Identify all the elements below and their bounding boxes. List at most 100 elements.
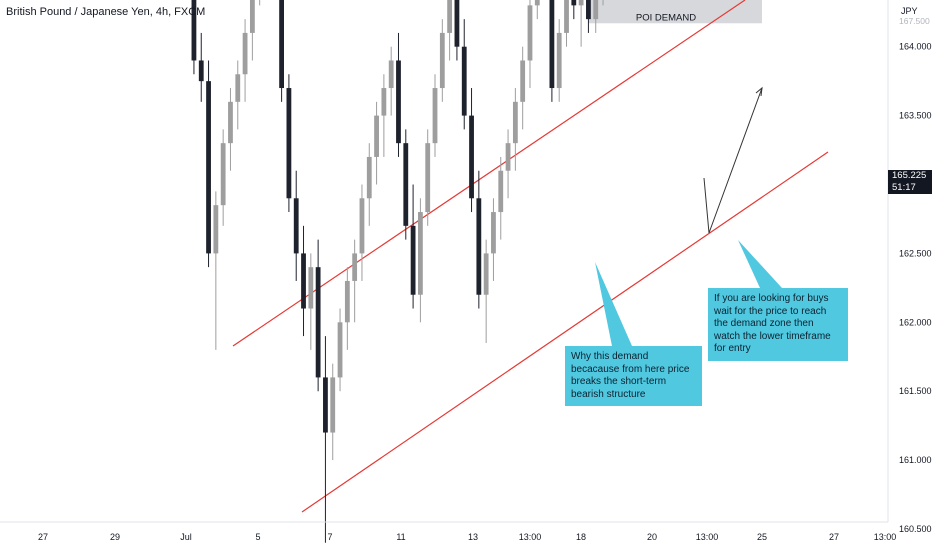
candle-body [388, 60, 394, 89]
last-price-value: 165.225 [892, 170, 927, 181]
candle-body [323, 377, 328, 433]
candle-body [556, 32, 562, 89]
poi-demand-label: POI DEMAND [636, 12, 696, 23]
candle-body [286, 88, 292, 199]
candle [432, 74, 438, 157]
candle-body [359, 198, 365, 254]
candle [388, 46, 394, 116]
candle-body [447, 0, 453, 33]
candle [549, 0, 555, 102]
candle-body [476, 198, 482, 295]
candle [235, 60, 241, 130]
candle [556, 19, 562, 102]
candle-body [366, 156, 372, 199]
candle-body [432, 88, 438, 144]
callout-2-pointer [738, 240, 782, 288]
y-tick-label: 164.000 [899, 42, 932, 52]
candle [259, 0, 261, 6]
candle [323, 336, 328, 543]
x-tick-label: 13 [468, 532, 478, 542]
countdown-value: 51:17 [892, 182, 916, 193]
candle-body [235, 74, 241, 102]
candle-body [527, 5, 533, 61]
projection-arrowhead [755, 86, 763, 97]
x-tick-label: 13:00 [696, 532, 719, 542]
candle [344, 267, 350, 350]
callout-1-pointer [595, 262, 632, 346]
y-tick-label: 167.500 [899, 16, 930, 26]
candle-body [483, 253, 489, 295]
candle-body [505, 143, 511, 171]
candle-body [403, 143, 409, 226]
candle [498, 156, 504, 240]
x-tick-label: 20 [647, 532, 657, 542]
candle [279, 0, 284, 102]
candle [476, 170, 482, 309]
candle [403, 129, 409, 240]
x-tick-label: 7 [327, 532, 332, 542]
candle-body [249, 0, 255, 33]
candle [293, 170, 299, 281]
callout-buy-advice: If you are looking for buys wait for the… [708, 288, 848, 361]
candle [220, 129, 226, 226]
x-tick-label: Jul [180, 532, 192, 542]
candle [228, 88, 233, 171]
last-price-tag: 165.225 51:17 [888, 170, 932, 194]
candle [520, 46, 526, 130]
candle-body [191, 0, 197, 61]
candle-body [242, 32, 248, 75]
candle-body [330, 377, 336, 433]
candle-body [308, 267, 314, 309]
candle-body [293, 198, 299, 254]
candle-body [374, 115, 379, 157]
candle [381, 74, 387, 157]
candle [505, 129, 511, 199]
y-tick-label: 163.500 [899, 111, 932, 121]
candle [198, 32, 204, 102]
candle-body [198, 60, 204, 82]
candle-body [220, 143, 226, 206]
candle [352, 239, 358, 323]
y-tick-label: 162.500 [899, 248, 932, 258]
candle-body [228, 101, 233, 144]
candle [418, 198, 423, 323]
candle-body [425, 143, 431, 213]
candle-body [337, 322, 343, 378]
candle-body [586, 0, 591, 20]
candle [396, 32, 401, 157]
x-tick-label: 27 [829, 532, 839, 542]
candle-body [549, 0, 555, 89]
candle [483, 239, 489, 343]
y-tick-label: 162.000 [899, 317, 932, 327]
candle [374, 101, 379, 185]
candle-body [344, 280, 350, 323]
candle [337, 308, 343, 392]
candle-body [396, 60, 401, 144]
candle [359, 184, 365, 281]
candle-body [352, 253, 358, 281]
candle-body [469, 115, 474, 199]
candle [439, 19, 445, 102]
candle [586, 0, 591, 33]
candle-body [418, 212, 423, 295]
candle [206, 60, 211, 268]
chart-title: British Pound / Japanese Yen, 4h, FXCM [6, 6, 206, 18]
candle [286, 74, 292, 213]
y-tick-label: 161.500 [899, 386, 932, 396]
x-tick-label: 5 [255, 532, 260, 542]
candle [578, 0, 584, 47]
channel-lower-line [301, 151, 829, 513]
candle [301, 225, 306, 337]
candle [410, 184, 416, 309]
candle-body [301, 253, 306, 309]
candle [191, 0, 197, 75]
candle-body [439, 32, 445, 89]
x-tick-label: 13:00 [874, 532, 897, 542]
candle [461, 19, 467, 130]
candle-body [461, 46, 467, 116]
candle-body [534, 0, 540, 6]
x-tick-label: 27 [38, 532, 48, 542]
candle-body [564, 0, 569, 33]
y-tick-label: 160.500 [899, 524, 932, 534]
